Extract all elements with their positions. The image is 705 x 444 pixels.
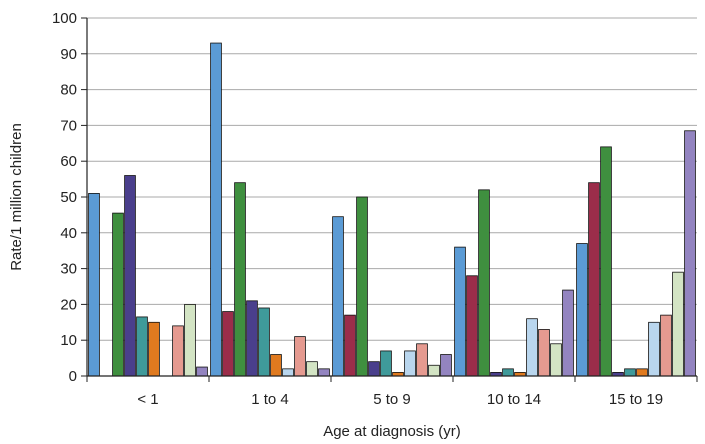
y-tick-label: 20 <box>60 296 77 313</box>
y-axis-title: Rate/1 million children <box>8 123 25 271</box>
bar <box>136 316 148 377</box>
bars <box>88 42 696 377</box>
bar <box>306 361 318 377</box>
bar <box>124 175 136 377</box>
bar <box>258 307 270 377</box>
bar <box>344 314 356 377</box>
bar <box>318 368 330 377</box>
bar <box>282 368 294 377</box>
bar <box>196 366 208 377</box>
bar <box>368 361 380 377</box>
bar <box>538 329 550 377</box>
bar <box>270 354 282 377</box>
bar <box>184 303 196 377</box>
bar <box>222 311 234 377</box>
bar <box>672 271 684 377</box>
bar <box>172 325 184 377</box>
x-axis-title: Age at diagnosis (yr) <box>323 423 461 440</box>
bar <box>148 321 160 377</box>
bar <box>624 368 636 377</box>
y-tick-label: 70 <box>60 117 77 134</box>
bar <box>356 196 368 377</box>
x-tick-label: 5 to 9 <box>373 391 411 408</box>
y-tick-label: 100 <box>52 10 77 27</box>
x-tick-label: 1 to 4 <box>251 391 289 408</box>
bar <box>332 216 344 377</box>
bar <box>88 193 100 377</box>
bar <box>454 246 466 377</box>
y-tick-label: 90 <box>60 46 77 63</box>
bar <box>440 354 452 377</box>
y-tick-label: 30 <box>60 261 77 278</box>
bar <box>380 350 392 377</box>
bar <box>234 182 246 377</box>
bar <box>466 275 478 377</box>
bar <box>210 42 222 377</box>
y-tick-label: 60 <box>60 153 77 170</box>
x-tick-label: 15 to 19 <box>609 391 663 408</box>
bar <box>576 243 588 377</box>
y-tick-label: 40 <box>60 225 77 242</box>
bar <box>660 314 672 377</box>
bar <box>648 321 660 377</box>
bar <box>416 343 428 377</box>
x-tick-label: 10 to 14 <box>487 391 541 408</box>
bar <box>636 368 648 377</box>
axes: 0 10 20 30 40 50 60 70 80 90 100 < 1 1 to 4 5 to 9 10 … <box>52 10 698 408</box>
bar <box>562 289 574 377</box>
y-tick-label: 0 <box>69 368 77 385</box>
x-tick-label: < 1 <box>137 391 158 408</box>
bar <box>478 189 490 377</box>
bar <box>294 336 306 377</box>
y-tick-label: 50 <box>60 189 77 206</box>
bar <box>428 364 440 377</box>
bar <box>246 300 258 377</box>
bar <box>404 350 416 377</box>
bar <box>588 182 600 377</box>
bar <box>550 343 562 377</box>
y-tick-label: 80 <box>60 82 77 99</box>
bar <box>502 368 514 377</box>
bar <box>526 318 538 377</box>
bar <box>600 146 612 377</box>
bar <box>112 212 124 377</box>
y-tick-label: 10 <box>60 332 77 349</box>
bar <box>684 130 696 377</box>
